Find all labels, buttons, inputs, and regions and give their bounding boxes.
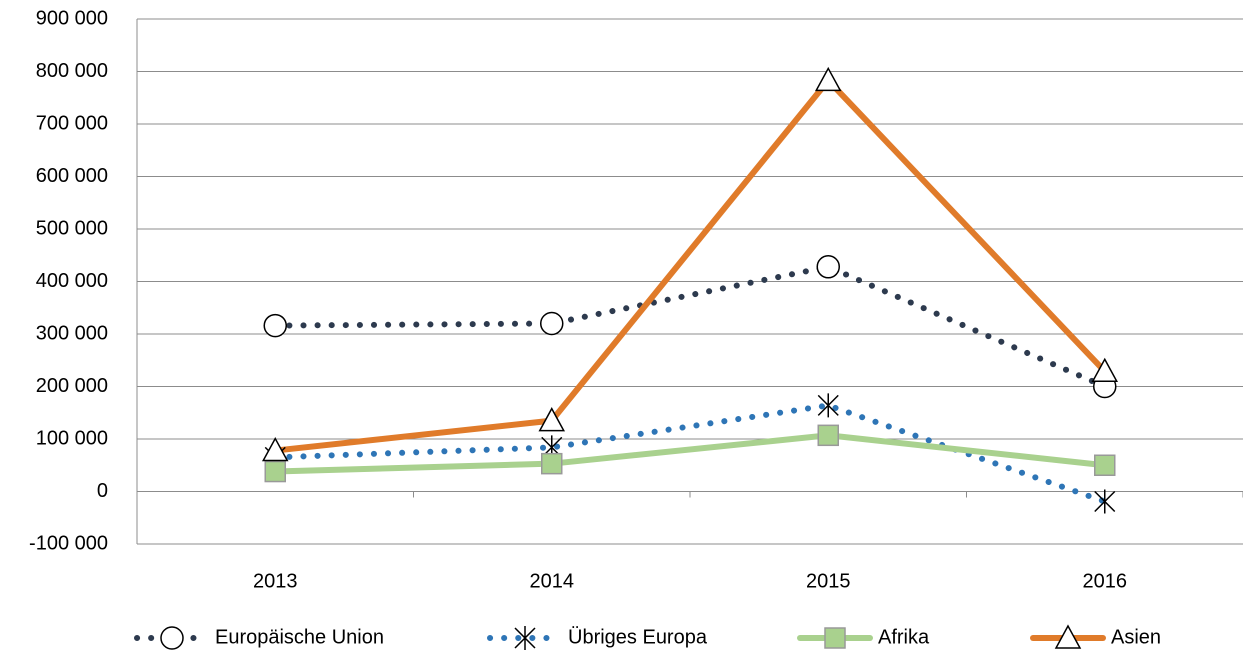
marker [1094, 454, 1116, 476]
marker [540, 311, 564, 336]
legend-label: Afrika [878, 626, 930, 648]
y-tick-label: 600 000 [36, 165, 108, 187]
marker [1094, 489, 1116, 514]
y-tick-label: 400 000 [36, 270, 108, 292]
marker [514, 626, 536, 650]
marker [261, 436, 289, 462]
marker [264, 460, 286, 483]
marker [817, 393, 839, 418]
x-tick-label: 2014 [530, 570, 575, 592]
marker [160, 626, 184, 650]
x-tick-label: 2013 [253, 570, 298, 592]
marker [1054, 624, 1082, 649]
marker [817, 424, 839, 447]
y-tick-label: -100 000 [29, 532, 108, 554]
y-tick-label: 800 000 [36, 60, 108, 82]
marker [824, 627, 846, 649]
x-tick-label: 2016 [1083, 570, 1128, 592]
y-tick-label: 500 000 [36, 217, 108, 239]
series-line [272, 432, 1108, 475]
legend-label: Übriges Europa [568, 626, 708, 648]
y-tick-label: 700 000 [36, 112, 108, 134]
marker [816, 255, 840, 279]
y-tick-label: 100 000 [36, 427, 108, 449]
y-tick-label: 300 000 [36, 322, 108, 344]
series-line [272, 263, 1108, 390]
y-tick-label: 200 000 [36, 375, 108, 397]
series-line [272, 75, 1108, 454]
legend-label: Asien [1111, 626, 1161, 648]
series-line [272, 402, 1108, 505]
marker [541, 452, 563, 475]
marker [814, 66, 842, 92]
marker [538, 407, 566, 432]
x-tick-label: 2015 [806, 570, 851, 592]
y-tick-label: 900 000 [36, 7, 108, 29]
marker [263, 313, 287, 338]
legend-label: Europäische Union [215, 626, 384, 648]
marker [1091, 357, 1119, 383]
y-tick-label: 0 [97, 480, 108, 502]
